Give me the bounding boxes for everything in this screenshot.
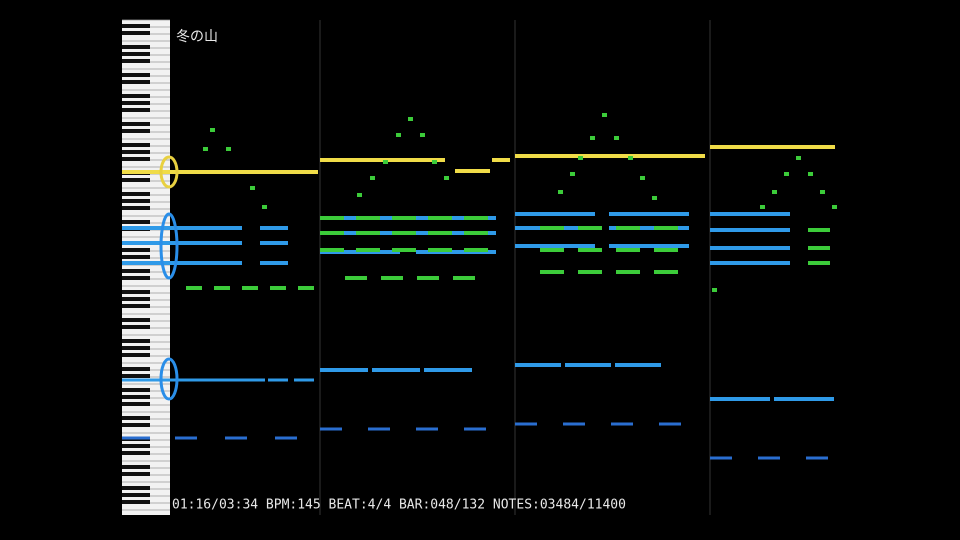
black-key	[122, 80, 150, 84]
note	[420, 133, 425, 137]
black-key	[122, 255, 150, 259]
black-key	[122, 94, 150, 98]
note	[262, 205, 267, 209]
black-key	[122, 150, 150, 154]
active-key	[159, 155, 179, 189]
black-key	[122, 444, 150, 448]
black-key	[122, 318, 150, 322]
note	[784, 172, 789, 176]
black-key	[122, 367, 150, 371]
note	[370, 176, 375, 180]
black-key	[122, 465, 150, 469]
note	[226, 147, 231, 151]
note	[832, 205, 837, 209]
black-key	[122, 339, 150, 343]
note	[408, 117, 413, 121]
note	[383, 160, 388, 164]
note	[432, 160, 437, 164]
black-key	[122, 472, 150, 476]
black-key	[122, 73, 150, 77]
note	[772, 190, 777, 194]
black-key	[122, 31, 150, 35]
note	[796, 156, 801, 160]
black-key	[122, 304, 150, 308]
note	[590, 136, 595, 140]
black-key	[122, 157, 150, 161]
black-key	[122, 248, 150, 252]
black-key	[122, 59, 150, 63]
note	[614, 136, 619, 140]
black-key	[122, 143, 150, 147]
note	[444, 176, 449, 180]
note	[652, 196, 657, 200]
active-key	[159, 212, 179, 280]
key-highlights	[159, 155, 179, 401]
note	[558, 190, 563, 194]
black-key	[122, 346, 150, 350]
black-key	[122, 451, 150, 455]
black-key	[122, 402, 150, 406]
black-key	[122, 199, 150, 203]
black-key	[122, 423, 150, 427]
note	[396, 133, 401, 137]
note	[578, 156, 583, 160]
song-title: 冬の山	[176, 29, 218, 45]
note	[203, 147, 208, 151]
black-key	[122, 192, 150, 196]
black-key	[122, 388, 150, 392]
black-key	[122, 108, 150, 112]
note	[640, 176, 645, 180]
black-key	[122, 500, 150, 504]
black-key	[122, 206, 150, 210]
black-key	[122, 220, 150, 224]
bar-lines	[319, 20, 711, 515]
black-key	[122, 290, 150, 294]
note	[820, 190, 825, 194]
black-key	[122, 24, 150, 28]
black-key	[122, 178, 150, 182]
black-key	[122, 486, 150, 490]
black-key	[122, 395, 150, 399]
black-key	[122, 45, 150, 49]
black-key	[122, 353, 150, 357]
active-key	[159, 357, 179, 401]
black-key	[122, 374, 150, 378]
note	[602, 113, 607, 117]
note	[628, 156, 633, 160]
note	[570, 172, 575, 176]
black-key	[122, 493, 150, 497]
black-key	[122, 276, 150, 280]
note	[760, 205, 765, 209]
black-key	[122, 297, 150, 301]
black-key	[122, 129, 150, 133]
status-line: 01:16/03:34 BPM:145 BEAT:4/4 BAR:048/132…	[172, 498, 626, 513]
note	[210, 128, 215, 132]
black-key	[122, 416, 150, 420]
black-key	[122, 52, 150, 56]
black-key	[122, 325, 150, 329]
note	[250, 186, 255, 190]
note	[712, 288, 717, 292]
black-key	[122, 101, 150, 105]
black-key	[122, 269, 150, 273]
notes	[122, 113, 837, 460]
note	[357, 193, 362, 197]
note	[808, 172, 813, 176]
black-key	[122, 122, 150, 126]
